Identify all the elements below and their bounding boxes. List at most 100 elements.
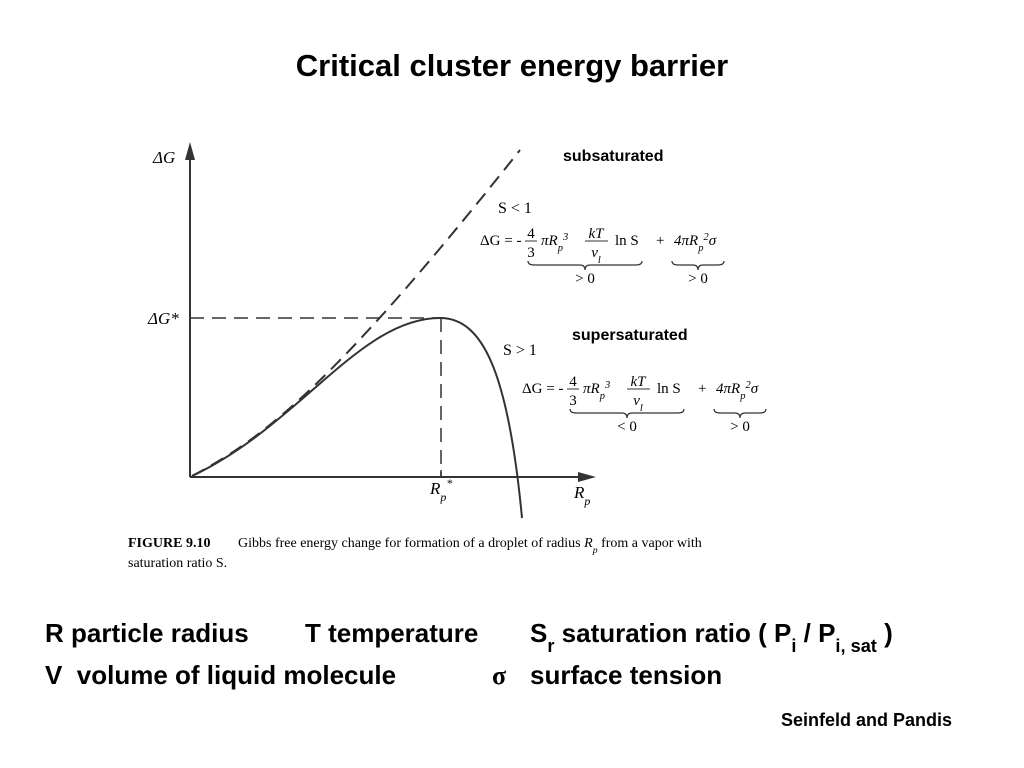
curve-condition-part: S > 1 (503, 342, 537, 359)
term-sign: > 0 (688, 271, 708, 287)
equation-term-part: p (599, 391, 605, 402)
definition-symbol: σ (492, 661, 506, 690)
curve-condition-part: S < 1 (498, 200, 532, 217)
definition: R particle radius (45, 618, 249, 648)
equation-term-part: 3 (604, 380, 610, 391)
curve-annotation: subsaturated (563, 148, 663, 165)
fraction-numerator: 4 (527, 226, 535, 242)
term-sign-part: > 0 (688, 271, 708, 287)
underbrace (569, 408, 685, 419)
equation-term-part: 2 (745, 380, 751, 391)
term-sign-part: > 0 (575, 271, 595, 287)
equation-term: πRp3 (583, 380, 610, 402)
equation-term-part: πR (541, 233, 558, 249)
x-axis-arrow (578, 472, 596, 482)
equation-log-part: ln S (615, 233, 639, 249)
definition-part: surface tension (530, 660, 722, 690)
y-axis-label: ΔG (152, 148, 175, 167)
curve-annotation-part: supersaturated (572, 327, 688, 344)
subsaturated-curve (191, 149, 521, 477)
equation-plus: + (656, 233, 664, 249)
fraction-denominator: 3 (527, 245, 535, 261)
term-sign: < 0 (617, 419, 637, 435)
caption-label: FIGURE 9.10 (128, 536, 210, 551)
y-axis-label-part: ΔG (152, 148, 175, 167)
definition: surface tension (530, 660, 722, 690)
fraction-denominator-part: v (633, 393, 640, 409)
caption-text-part: saturation ratio S. (128, 556, 227, 571)
equation-term-part: 2 (703, 232, 709, 243)
equation-lhs: ΔG = - (480, 233, 521, 249)
equation-plus-part: + (656, 233, 664, 249)
critical-energy-label-part: ΔG* (147, 309, 179, 328)
y-axis-arrow (185, 142, 195, 160)
critical-radius-label-part: p (439, 490, 446, 504)
slide-title-part: Critical cluster energy barrier (296, 48, 728, 83)
fraction-denominator-part: l (598, 255, 601, 266)
critical-radius-label-part: * (446, 476, 452, 490)
slide-title: Critical cluster energy barrier (296, 48, 728, 83)
critical-energy-label: ΔG* (147, 309, 179, 328)
curve-annotation-part: subsaturated (563, 148, 663, 165)
caption-text: Gibbs free energy change for formation o… (238, 536, 702, 556)
equation-log: ln S (657, 381, 681, 397)
definition-part: saturation ratio ( P (554, 618, 791, 648)
fraction-numerator-part: 4 (569, 374, 577, 390)
definition: Sr saturation ratio ( Pi / Pi, sat ) (530, 618, 893, 656)
equation-plus: + (698, 381, 706, 397)
critical-radius-label: Rp* (429, 476, 452, 504)
x-axis-label-part: R (573, 483, 585, 502)
definition: V volume of liquid molecule (45, 660, 396, 690)
caption-text-part: p (592, 545, 598, 556)
definition-part: i, sat (835, 636, 876, 656)
caption-text-part: Gibbs free energy change for formation o… (238, 536, 584, 551)
curve-condition: S < 1 (498, 200, 532, 217)
term-sign: > 0 (575, 271, 595, 287)
equation-term: πRp3 (541, 232, 568, 254)
equation-term-part: p (697, 243, 703, 254)
fraction-numerator-part: kT (589, 226, 606, 242)
equation-term-part: 3 (562, 232, 568, 243)
equation-plus-part: + (698, 381, 706, 397)
equation-term-part: p (739, 391, 745, 402)
caption-text: saturation ratio S. (128, 556, 227, 571)
equation-term-part: σ (751, 381, 759, 397)
definition-part: i (791, 636, 796, 656)
caption-text-part: from a vapor with (598, 536, 702, 551)
fraction-denominator-part: v (591, 245, 598, 261)
equation-term-part: πR (583, 381, 600, 397)
equation-term-part: σ (709, 233, 717, 249)
term-sign: > 0 (730, 419, 750, 435)
definition-part: / P (796, 618, 835, 648)
fraction-numerator-part: 4 (527, 226, 535, 242)
underbrace (671, 260, 725, 271)
equation-log: ln S (615, 233, 639, 249)
x-axis-label: Rp (573, 483, 590, 508)
fraction-denominator-part: l (640, 403, 643, 414)
equation-term-part: 4πR (716, 381, 740, 397)
equation-term: 4πRp2σ (716, 380, 759, 402)
fraction-denominator-part: 3 (569, 393, 577, 409)
supersaturated-curve (191, 316, 523, 519)
equation-term-part: 4πR (674, 233, 698, 249)
fraction-numerator-part: kT (631, 374, 648, 390)
definition-part: r (547, 636, 554, 656)
x-axis-label-part: p (583, 494, 590, 508)
definition-symbol-part: σ (492, 661, 506, 690)
definition-part: ) (877, 618, 893, 648)
caption-text-part: R (583, 536, 593, 551)
term-sign-part: > 0 (730, 419, 750, 435)
curve-annotation: supersaturated (572, 327, 688, 344)
equation-term-part: p (557, 243, 563, 254)
fraction-denominator: vl (591, 245, 601, 266)
curve-condition: S > 1 (503, 342, 537, 359)
caption-label-part: FIGURE 9.10 (128, 536, 210, 551)
fraction-denominator-part: 3 (527, 245, 535, 261)
citation: Seinfeld and Pandis (781, 710, 952, 730)
definition-part: V volume of liquid molecule (45, 660, 396, 690)
fraction-numerator: kT (631, 374, 648, 390)
equation-lhs-part: ΔG = - (480, 233, 521, 249)
